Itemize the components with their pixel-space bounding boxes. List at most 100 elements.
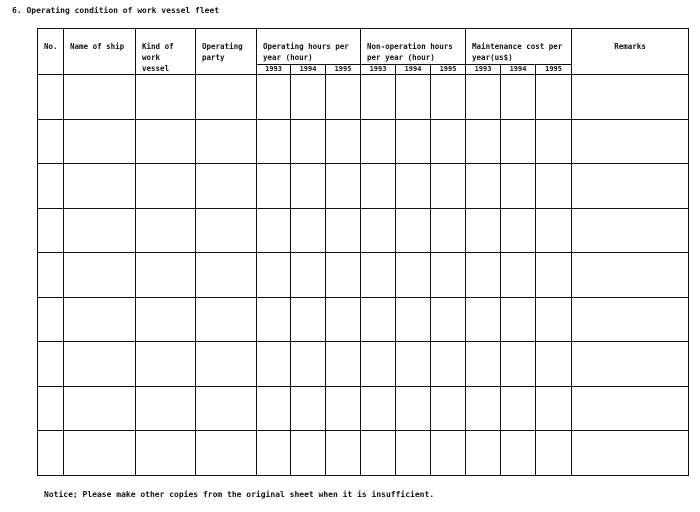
table-cell[interactable] xyxy=(256,252,291,298)
table-cell[interactable] xyxy=(430,163,467,209)
table-cell[interactable] xyxy=(135,430,196,476)
table-cell[interactable] xyxy=(465,163,502,209)
table-cell[interactable] xyxy=(465,118,502,164)
table-cell[interactable] xyxy=(63,207,136,253)
table-cell[interactable] xyxy=(500,207,537,253)
table-cell[interactable] xyxy=(63,118,136,164)
table-cell[interactable] xyxy=(571,296,690,342)
table-cell[interactable] xyxy=(571,252,690,298)
table-cell[interactable] xyxy=(360,385,397,431)
table-cell[interactable] xyxy=(256,163,291,209)
table-cell[interactable] xyxy=(465,74,502,120)
table-cell[interactable] xyxy=(290,252,326,298)
table-cell[interactable] xyxy=(195,74,257,120)
table-cell[interactable] xyxy=(37,296,64,342)
table-cell[interactable] xyxy=(395,430,432,476)
table-cell[interactable] xyxy=(324,207,362,253)
table-cell[interactable] xyxy=(324,430,362,476)
table-cell[interactable] xyxy=(500,341,537,387)
table-cell[interactable] xyxy=(63,252,136,298)
table-cell[interactable] xyxy=(195,118,257,164)
table-cell[interactable] xyxy=(63,163,136,209)
table-cell[interactable] xyxy=(535,430,573,476)
table-cell[interactable] xyxy=(324,118,362,164)
table-cell[interactable] xyxy=(37,74,64,120)
table-cell[interactable] xyxy=(360,341,397,387)
table-cell[interactable] xyxy=(430,118,467,164)
table-cell[interactable] xyxy=(430,341,467,387)
table-cell[interactable] xyxy=(535,252,573,298)
table-cell[interactable] xyxy=(63,296,136,342)
table-cell[interactable] xyxy=(535,163,573,209)
table-cell[interactable] xyxy=(37,118,64,164)
table-cell[interactable] xyxy=(360,207,397,253)
table-cell[interactable] xyxy=(465,252,502,298)
table-cell[interactable] xyxy=(360,163,397,209)
table-cell[interactable] xyxy=(37,385,64,431)
table-cell[interactable] xyxy=(500,163,537,209)
table-cell[interactable] xyxy=(135,341,196,387)
table-cell[interactable] xyxy=(195,341,257,387)
table-cell[interactable] xyxy=(195,163,257,209)
table-cell[interactable] xyxy=(465,296,502,342)
table-cell[interactable] xyxy=(430,207,467,253)
table-cell[interactable] xyxy=(63,430,136,476)
table-cell[interactable] xyxy=(135,118,196,164)
table-cell[interactable] xyxy=(290,341,326,387)
table-cell[interactable] xyxy=(256,430,291,476)
table-cell[interactable] xyxy=(535,207,573,253)
table-cell[interactable] xyxy=(290,207,326,253)
table-cell[interactable] xyxy=(500,74,537,120)
table-cell[interactable] xyxy=(500,385,537,431)
table-cell[interactable] xyxy=(135,385,196,431)
table-cell[interactable] xyxy=(465,430,502,476)
table-cell[interactable] xyxy=(571,341,690,387)
table-cell[interactable] xyxy=(360,430,397,476)
table-cell[interactable] xyxy=(395,163,432,209)
table-cell[interactable] xyxy=(571,207,690,253)
table-cell[interactable] xyxy=(135,74,196,120)
table-cell[interactable] xyxy=(256,385,291,431)
table-cell[interactable] xyxy=(290,74,326,120)
table-cell[interactable] xyxy=(37,207,64,253)
table-cell[interactable] xyxy=(395,74,432,120)
table-cell[interactable] xyxy=(395,207,432,253)
table-cell[interactable] xyxy=(430,74,467,120)
table-cell[interactable] xyxy=(195,207,257,253)
table-cell[interactable] xyxy=(395,385,432,431)
table-cell[interactable] xyxy=(324,74,362,120)
table-cell[interactable] xyxy=(324,385,362,431)
table-cell[interactable] xyxy=(535,341,573,387)
table-cell[interactable] xyxy=(535,74,573,120)
table-cell[interactable] xyxy=(465,385,502,431)
table-cell[interactable] xyxy=(63,341,136,387)
table-cell[interactable] xyxy=(395,252,432,298)
table-cell[interactable] xyxy=(430,252,467,298)
table-cell[interactable] xyxy=(360,252,397,298)
table-cell[interactable] xyxy=(324,163,362,209)
table-cell[interactable] xyxy=(256,296,291,342)
table-cell[interactable] xyxy=(256,118,291,164)
table-cell[interactable] xyxy=(195,385,257,431)
table-cell[interactable] xyxy=(500,118,537,164)
table-cell[interactable] xyxy=(430,430,467,476)
table-cell[interactable] xyxy=(37,430,64,476)
table-cell[interactable] xyxy=(135,252,196,298)
table-cell[interactable] xyxy=(324,341,362,387)
table-cell[interactable] xyxy=(535,296,573,342)
table-cell[interactable] xyxy=(395,296,432,342)
table-cell[interactable] xyxy=(500,430,537,476)
table-cell[interactable] xyxy=(195,296,257,342)
table-cell[interactable] xyxy=(37,163,64,209)
table-cell[interactable] xyxy=(571,118,690,164)
table-cell[interactable] xyxy=(290,118,326,164)
table-cell[interactable] xyxy=(324,252,362,298)
table-cell[interactable] xyxy=(571,430,690,476)
table-cell[interactable] xyxy=(430,296,467,342)
table-cell[interactable] xyxy=(360,74,397,120)
table-cell[interactable] xyxy=(290,296,326,342)
table-cell[interactable] xyxy=(360,118,397,164)
table-cell[interactable] xyxy=(571,163,690,209)
table-cell[interactable] xyxy=(430,385,467,431)
table-cell[interactable] xyxy=(37,252,64,298)
